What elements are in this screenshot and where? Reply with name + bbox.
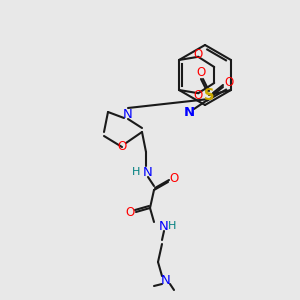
Text: H: H xyxy=(132,167,140,177)
Text: O: O xyxy=(117,140,127,154)
Text: N: N xyxy=(161,274,171,286)
Text: N: N xyxy=(143,166,153,178)
Text: N: N xyxy=(123,107,133,121)
Text: O: O xyxy=(194,89,203,102)
Text: O: O xyxy=(125,206,135,218)
Text: O: O xyxy=(194,48,203,61)
Text: N: N xyxy=(159,220,169,232)
Text: H: H xyxy=(168,221,176,231)
Text: N: N xyxy=(183,106,194,119)
Text: O: O xyxy=(224,76,234,89)
Text: O: O xyxy=(169,172,178,184)
Text: S: S xyxy=(204,88,214,103)
Text: O: O xyxy=(196,67,206,80)
